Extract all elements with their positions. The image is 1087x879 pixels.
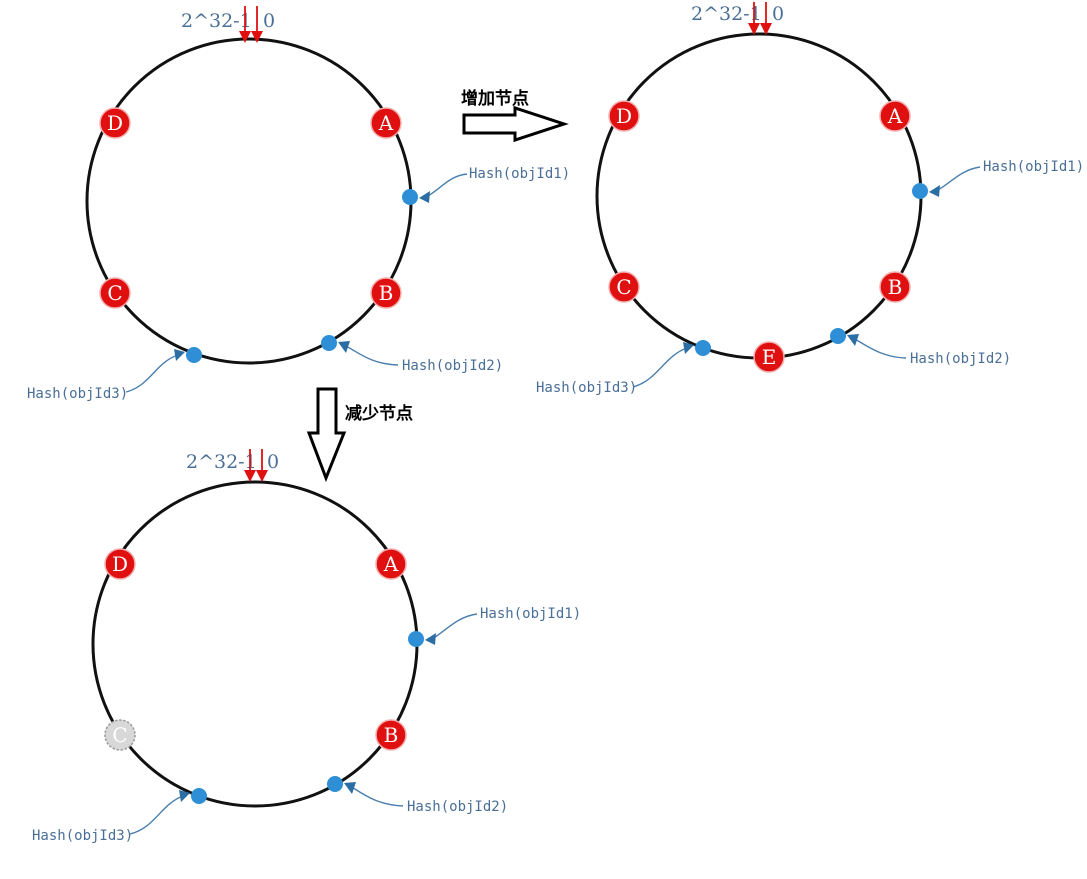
- ring-node-b: B: [375, 719, 407, 751]
- ring-node-c: C: [99, 277, 131, 309]
- ring-node-e: E: [753, 341, 785, 373]
- object-label: Hash(objId3): [27, 386, 128, 402]
- node-label: B: [888, 275, 903, 299]
- ring-node-b: B: [879, 271, 911, 303]
- object-point-objid1: Hash(objId1): [402, 166, 570, 205]
- node-label: C: [112, 723, 127, 747]
- ring-node-d: D: [608, 100, 640, 132]
- ring-max-label: 2^32-1: [186, 451, 257, 473]
- node-label: C: [107, 281, 122, 305]
- ring-node-a: A: [370, 107, 402, 139]
- ring-node-d: D: [99, 107, 131, 139]
- ring-diagram-original: 2^32-1 0 D A C B Hash(objId1): [27, 6, 570, 402]
- remove-node-arrow: 减少节点: [306, 387, 413, 483]
- ring-zero-label: 0: [267, 451, 279, 473]
- ring-node-d: D: [104, 548, 136, 580]
- ring-diagram-removed: 2^32-1 0 D A C B Hash(objId1): [32, 449, 581, 844]
- object-label: Hash(objId1): [983, 159, 1084, 175]
- add-node-label: 增加节点: [461, 88, 529, 109]
- hash-ring: [595, 32, 923, 360]
- object-label: Hash(objId1): [480, 606, 581, 622]
- node-label: A: [887, 104, 903, 128]
- object-label: Hash(objId3): [32, 828, 133, 844]
- add-node-arrow: 增加节点: [461, 88, 569, 143]
- node-label: B: [384, 723, 399, 747]
- ring-origin-arrows: [748, 2, 772, 35]
- object-point-objid2: Hash(objId2): [321, 335, 503, 374]
- node-label: D: [112, 552, 128, 576]
- ring-origin-arrows: [239, 6, 263, 43]
- node-label: D: [107, 111, 123, 135]
- object-point-objid2: Hash(objId2): [830, 328, 1011, 367]
- object-label: Hash(objId2): [910, 351, 1011, 367]
- ring-node-b: B: [370, 277, 402, 309]
- object-point-objid2: Hash(objId2): [327, 776, 508, 815]
- node-label: D: [616, 104, 632, 128]
- ring-node-c: C: [608, 271, 640, 303]
- ring-node-a: A: [375, 548, 407, 580]
- node-label: E: [762, 345, 777, 369]
- ring-node-c-removed: C: [104, 719, 136, 751]
- object-point-objid1: Hash(objId1): [912, 159, 1084, 199]
- node-label: A: [383, 552, 399, 576]
- object-label: Hash(objId1): [469, 166, 570, 182]
- remove-node-label: 减少节点: [345, 403, 413, 424]
- object-point-objid3: Hash(objId3): [32, 788, 207, 844]
- hash-ring: [85, 37, 413, 365]
- ring-node-a: A: [879, 100, 911, 132]
- object-point-objid1: Hash(objId1): [408, 606, 581, 647]
- ring-max-label: 2^32-1: [181, 10, 252, 32]
- object-label: Hash(objId3): [536, 380, 637, 396]
- node-label: C: [616, 275, 631, 299]
- node-label: B: [379, 281, 394, 305]
- ring-zero-label: 0: [772, 3, 784, 25]
- ring-origin-arrows: [244, 449, 268, 482]
- ring-diagram-added: 2^32-1 0 D A C B E: [536, 2, 1084, 396]
- object-label: Hash(objId2): [407, 799, 508, 815]
- object-point-objid3: Hash(objId3): [536, 340, 711, 396]
- hash-ring: [91, 480, 419, 808]
- ring-max-label: 2^32-1: [691, 3, 762, 25]
- node-label: A: [378, 111, 394, 135]
- ring-zero-label: 0: [263, 10, 275, 32]
- object-point-objid3: Hash(objId3): [27, 347, 202, 402]
- object-label: Hash(objId2): [402, 358, 503, 374]
